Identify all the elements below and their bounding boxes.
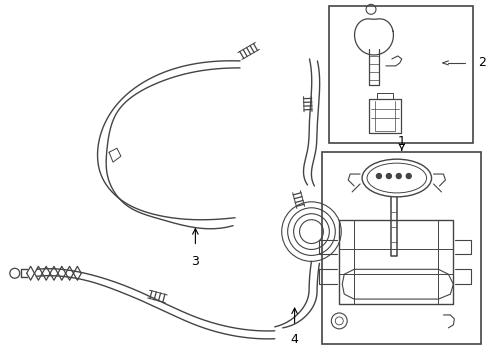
Bar — [322, 152, 480, 344]
Circle shape — [386, 174, 390, 179]
Text: 4: 4 — [290, 333, 298, 346]
Circle shape — [406, 174, 410, 179]
Text: 2: 2 — [477, 57, 485, 69]
Text: 1: 1 — [397, 135, 405, 148]
Text: 3: 3 — [191, 255, 199, 269]
Circle shape — [376, 174, 381, 179]
Bar — [328, 6, 472, 143]
Circle shape — [395, 174, 401, 179]
